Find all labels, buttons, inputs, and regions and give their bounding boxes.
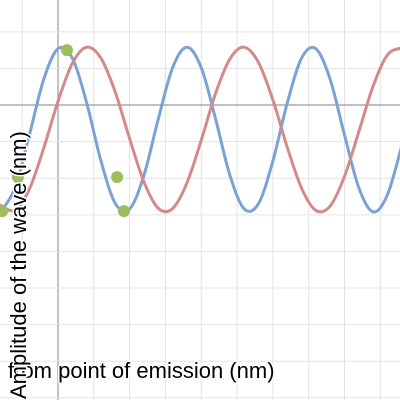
x-axis-label: from point of emission (nm) <box>8 358 275 383</box>
data-point <box>11 171 24 184</box>
data-point <box>60 44 73 57</box>
points <box>0 44 130 218</box>
data-point <box>111 171 124 184</box>
data-point <box>117 205 130 218</box>
y-axis-label: Amplitude of the wave (nm) <box>6 131 31 399</box>
wave-line <box>0 45 400 214</box>
curves <box>0 45 400 214</box>
data-point <box>0 205 9 218</box>
